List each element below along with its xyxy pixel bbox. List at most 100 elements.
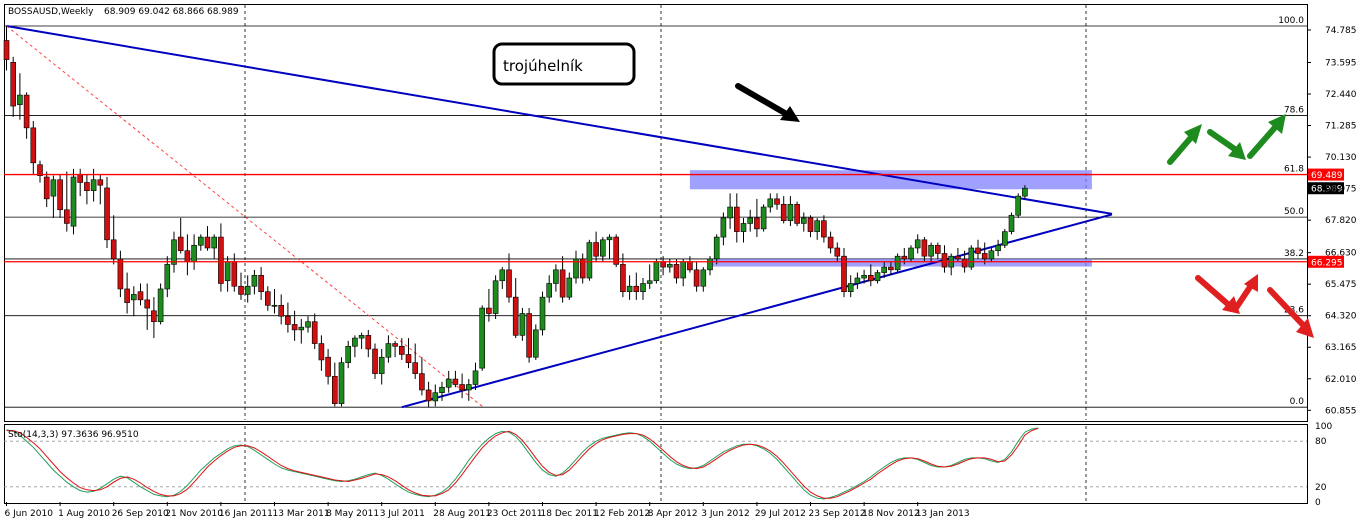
- candle-down: [834, 247, 841, 257]
- price-panel: [4, 4, 1308, 422]
- candle-up: [740, 223, 747, 232]
- black-arrow-icon: [735, 83, 793, 119]
- candle-down: [57, 179, 63, 211]
- candle-down: [780, 204, 787, 221]
- date-tick-label: 28 Aug 2011: [433, 509, 491, 519]
- candle-up: [573, 258, 579, 279]
- candle-up: [251, 274, 258, 287]
- green-arrow-up-icon: [1167, 131, 1197, 165]
- level-price-label: 66.295: [1311, 258, 1343, 268]
- date-tick-label: 3 Jun 2012: [701, 509, 749, 519]
- price-axis: 74.785 73.595 72.440 71.285 70.130 68.975 67.8…: [1307, 26, 1357, 416]
- candle-up: [191, 244, 197, 262]
- current-price-tag: [1308, 182, 1344, 195]
- candle-up: [1001, 231, 1008, 246]
- candle-down: [3, 40, 10, 60]
- candle-down: [459, 384, 465, 391]
- price-tick-label: 67.820: [1325, 216, 1357, 226]
- candle-down: [673, 264, 680, 279]
- candle-down: [633, 285, 640, 292]
- candle-up: [800, 217, 807, 224]
- green-arrow-up-icon: [1247, 121, 1281, 159]
- candle-down: [204, 236, 211, 249]
- candle-down: [526, 313, 532, 358]
- candle-down: [84, 182, 90, 191]
- fib-level-label: 78.6: [1284, 106, 1304, 116]
- price-tick-label: 65.475: [1325, 280, 1357, 290]
- candle-down: [733, 206, 740, 232]
- candle-up: [358, 335, 365, 339]
- price-tick-label: 72.440: [1325, 90, 1357, 100]
- candle-up: [653, 261, 660, 282]
- red-arrow-up-icon: [1233, 281, 1255, 311]
- stochastic-signal-line: [6, 427, 1039, 499]
- candle-down: [693, 269, 700, 287]
- candle-down: [218, 236, 224, 284]
- candle-up: [713, 236, 720, 260]
- green-arrow-head-icon: [1268, 114, 1286, 134]
- price-tick-label: 66.630: [1325, 249, 1357, 259]
- candle-up: [198, 236, 204, 246]
- date-tick-label: 3 Jul 2011: [380, 509, 425, 519]
- price-tick-label: 62.010: [1325, 375, 1357, 385]
- candle-up: [171, 239, 177, 265]
- candle-up: [874, 272, 881, 282]
- candle-down: [452, 378, 459, 385]
- candle-up: [599, 239, 606, 257]
- green-arrow-down-icon: [1207, 129, 1239, 153]
- candle-down: [137, 291, 144, 301]
- highlight-zone: [689, 170, 1092, 190]
- candle-down: [117, 258, 124, 290]
- oscillator-header: Sto(14,3,3) 97.3636 96.9510: [8, 430, 139, 440]
- candle-up: [211, 236, 217, 249]
- black-arrow-head-icon: [780, 106, 800, 122]
- candle-up: [224, 261, 231, 282]
- candle-up: [1015, 195, 1022, 216]
- chart-title: BOSSAUSD,Weekly: [8, 7, 94, 17]
- fib-level-label: 23.6: [1284, 306, 1304, 316]
- candle-down: [794, 204, 800, 224]
- candle-up: [352, 337, 358, 347]
- candle-down: [110, 239, 117, 260]
- candle-up: [968, 247, 975, 268]
- candle-down: [981, 253, 988, 260]
- green-arrow-head-icon: [1228, 142, 1246, 160]
- candle-down: [419, 373, 425, 391]
- candle-up: [157, 288, 164, 323]
- ohlc-header: 68.909 69.042 68.866 68.989: [104, 7, 239, 17]
- candle-up: [472, 370, 479, 385]
- candle-up: [50, 179, 57, 197]
- candle-down: [955, 255, 961, 260]
- red-arrow-head-icon: [1244, 274, 1258, 292]
- date-tick-label: 8 Apr 2012: [648, 509, 698, 519]
- date-tick-label: 13 Jan 2013: [916, 509, 970, 519]
- candle-down: [285, 315, 291, 325]
- price-tick-label: 68.975: [1325, 185, 1357, 195]
- candle-up: [345, 345, 352, 363]
- fib-level-label: 38.2: [1284, 249, 1304, 259]
- candle-up: [861, 274, 867, 279]
- candle-up: [666, 264, 673, 268]
- candle-up: [606, 236, 613, 241]
- date-tick-label: 29 Jul 2012: [755, 509, 806, 519]
- trendlines: [6, 25, 1113, 409]
- candle-up: [439, 386, 445, 393]
- level-price-tag: [1308, 168, 1344, 181]
- candle-up: [305, 321, 311, 328]
- candle-down: [30, 127, 37, 164]
- annotation-box[interactable]: trojúhelník: [492, 42, 636, 86]
- candle-up: [70, 176, 77, 227]
- candle-up: [640, 283, 646, 292]
- candle-up: [700, 269, 707, 287]
- candle-up: [519, 313, 526, 336]
- candle-up: [760, 206, 767, 230]
- red-arrow-down-icon: [1195, 275, 1233, 309]
- date-tick-label: 8 May 2011: [326, 509, 379, 519]
- candle-down: [941, 253, 948, 268]
- candle-down: [425, 389, 432, 402]
- date-tick-label: 1 Aug 2010: [58, 509, 110, 519]
- date-tick-label: 18 Dec 2011: [541, 509, 599, 519]
- candle-up: [914, 239, 921, 249]
- candle-up: [626, 285, 633, 292]
